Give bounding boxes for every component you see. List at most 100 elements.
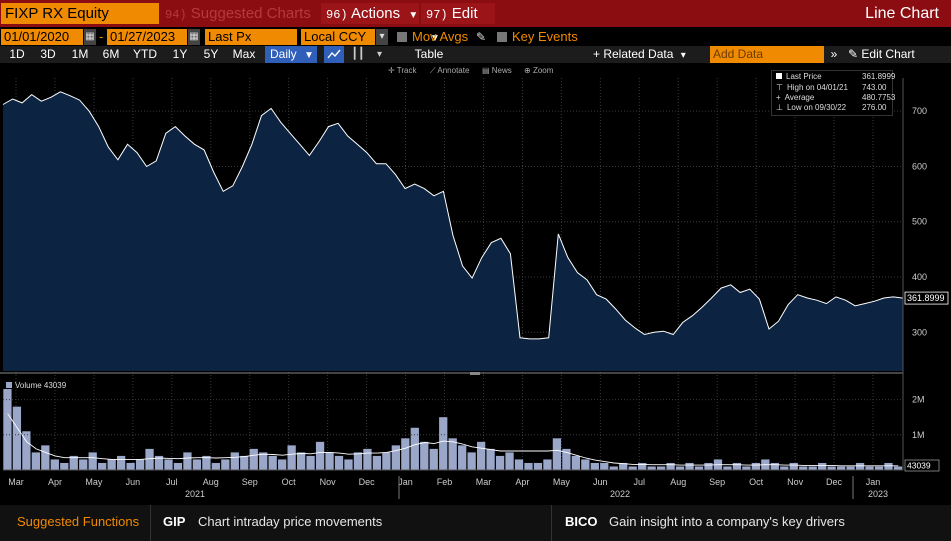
legend-last-price-value: 361.8999 xyxy=(862,72,896,81)
legend-low-value: 276.00 xyxy=(862,103,887,112)
volume-bar xyxy=(732,462,742,470)
volume-bar xyxy=(98,462,107,470)
volume-bar xyxy=(827,466,836,470)
add-data-expand-icon[interactable]: » xyxy=(830,47,838,61)
legend-last-price: Last Price xyxy=(776,72,822,82)
currency-select[interactable]: Local CCY xyxy=(301,29,375,45)
month-tick-label: Apr xyxy=(515,477,529,487)
volume-bar xyxy=(173,462,183,470)
volume-bar xyxy=(514,459,524,470)
volume-bar xyxy=(287,445,296,470)
volume-bar xyxy=(846,466,855,470)
annotate-tool[interactable]: ⟋ Annotate xyxy=(430,65,469,77)
volume-bar xyxy=(884,462,893,470)
gip-function-description[interactable]: Chart intraday price movements xyxy=(198,514,383,529)
suggested-charts-button[interactable]: 94) Suggested Charts xyxy=(161,3,318,24)
volume-bar xyxy=(145,448,154,470)
price-field-select[interactable]: Last Px xyxy=(205,29,297,45)
month-tick-label: Dec xyxy=(359,477,376,487)
period-1m[interactable]: 1M xyxy=(71,47,89,61)
volume-bar xyxy=(278,459,287,470)
volume-bar xyxy=(391,445,400,470)
period-max[interactable]: Max xyxy=(232,47,256,61)
edit-chart-button[interactable]: ✎ Edit Chart xyxy=(848,46,948,63)
volume-bar xyxy=(505,452,514,470)
line-chart-type-icon[interactable] xyxy=(324,46,344,63)
start-date-input[interactable]: 01/01/2020 xyxy=(1,29,83,45)
last-volume-tag-label: 43039 xyxy=(907,461,931,471)
volume-bar xyxy=(467,452,476,470)
period-ytd[interactable]: YTD xyxy=(133,47,157,61)
suggested-functions-label: Suggested Functions xyxy=(17,514,140,529)
volume-bar xyxy=(88,452,97,470)
volume-bar xyxy=(799,466,808,470)
chart-type-dropdown-icon[interactable]: ▾ xyxy=(377,49,383,60)
key-events-label: Key Events xyxy=(512,29,578,44)
mov-avgs-edit-pencil-icon[interactable]: ✎ xyxy=(476,30,487,44)
bico-function-description[interactable]: Gain insight into a company's key driver… xyxy=(609,514,845,529)
add-data-input[interactable]: Add Data xyxy=(710,46,824,63)
period-5y[interactable]: 5Y xyxy=(203,47,219,61)
price-axis-tick-label: 700 xyxy=(912,106,927,116)
mov-avgs-checkbox[interactable] xyxy=(397,32,407,42)
volume-bar xyxy=(486,448,495,470)
footer-divider xyxy=(150,505,151,541)
zoom-tool[interactable]: ⊕ Zoom xyxy=(524,65,553,77)
month-tick-label: Nov xyxy=(787,477,804,487)
period-3d[interactable]: 3D xyxy=(40,47,56,61)
period-1y[interactable]: 1Y xyxy=(172,47,188,61)
volume-bar xyxy=(12,406,22,470)
frequency-caret-icon: ▼ xyxy=(304,50,314,61)
volume-bar xyxy=(609,466,618,470)
volume-bar xyxy=(638,462,647,470)
news-tool[interactable]: ▤ News xyxy=(482,65,512,77)
period-6m[interactable]: 6M xyxy=(102,47,120,61)
month-tick-label: Mar xyxy=(8,477,24,487)
period-1d[interactable]: 1D xyxy=(9,47,25,61)
volume-bar xyxy=(562,448,571,470)
year-tick-label: 2023 xyxy=(868,489,888,499)
volume-bar xyxy=(126,462,135,470)
price-axis-tick-label: 600 xyxy=(912,161,927,171)
end-date-input[interactable]: 01/27/2023 xyxy=(107,29,187,45)
track-tool[interactable]: ✛ Track xyxy=(388,65,416,77)
edit-caret-icon: ▼ xyxy=(430,33,440,44)
table-button[interactable]: Table xyxy=(414,47,444,61)
edit-menu-button[interactable]: 97) Edit ▼ xyxy=(421,3,495,44)
volume-bar xyxy=(590,462,599,470)
track-label: Track xyxy=(396,66,417,75)
gip-function-code[interactable]: GIP xyxy=(163,514,186,529)
volume-swatch xyxy=(6,382,12,388)
month-tick-label: Jan xyxy=(866,477,881,487)
volume-bar xyxy=(22,431,31,470)
mov-avgs-label: Mov Avgs xyxy=(412,29,469,44)
volume-bar xyxy=(221,459,230,470)
volume-legend: Volume 43039 xyxy=(6,381,66,391)
month-tick-label: Oct xyxy=(282,477,297,487)
bar-chart-type-icon[interactable]: ┃┃ xyxy=(351,48,365,60)
price-axis-tick-label: 400 xyxy=(912,272,927,282)
volume-bar xyxy=(770,462,779,470)
month-tick-label: Jun xyxy=(126,477,141,487)
legend-average-value: 480.7753 xyxy=(862,93,896,102)
volume-bar xyxy=(202,455,211,470)
legend-low-label: Low on 09/30/22 xyxy=(786,103,847,112)
month-tick-label: Jan xyxy=(398,477,413,487)
frequency-select[interactable]: Daily ▼ xyxy=(265,46,317,63)
month-tick-label: May xyxy=(85,477,103,487)
price-volume-chart[interactable]: 300 400 500 600 700 361.8999 1M 2M 43039 Mar Apr Ma… xyxy=(0,63,951,505)
volume-average-line xyxy=(7,413,899,467)
volume-bar xyxy=(874,466,884,470)
volume-bar xyxy=(600,462,609,470)
end-date-calendar-icon[interactable]: ▦ xyxy=(188,29,200,45)
currency-dropdown-icon[interactable]: ▾ xyxy=(376,29,388,45)
bico-function-code[interactable]: BICO xyxy=(565,514,598,529)
key-events-checkbox[interactable] xyxy=(497,32,507,42)
start-date-calendar-icon[interactable]: ▦ xyxy=(84,29,96,45)
legend-low: ⊥ Low on 09/30/22 xyxy=(776,103,846,113)
ticker-field[interactable]: FIXP RX Equity xyxy=(1,3,159,24)
actions-menu-button[interactable]: 96) Actions ▼ xyxy=(321,3,419,24)
related-data-button[interactable]: + Related Data ▾ xyxy=(593,46,703,63)
price-axis-tick-label: 500 xyxy=(912,217,927,227)
volume-legend-label: Volume 43039 xyxy=(15,381,67,390)
